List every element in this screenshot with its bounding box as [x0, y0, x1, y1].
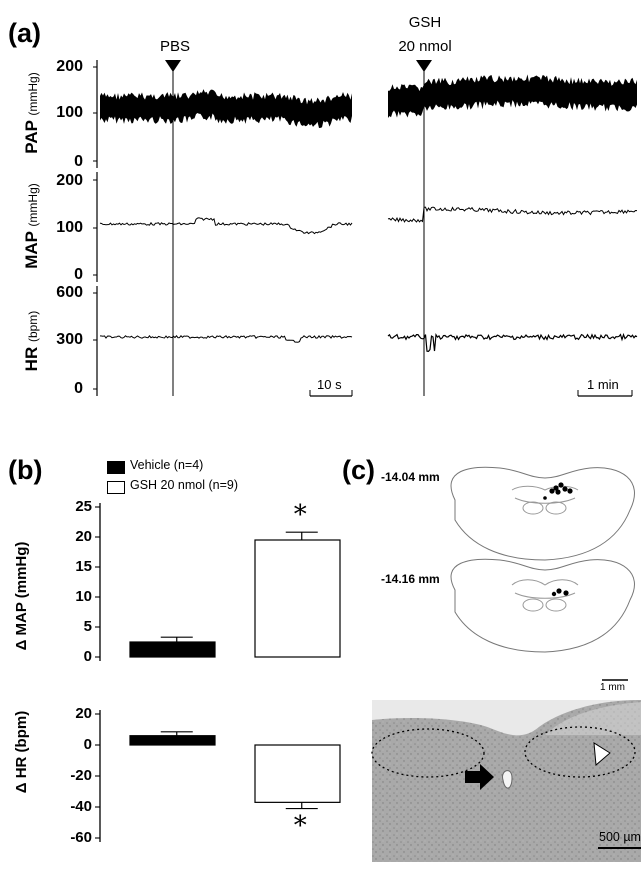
map-tick-100: 100	[56, 219, 83, 236]
hr-trace-pbs	[99, 334, 353, 343]
significance-star: *	[293, 810, 307, 841]
map-trace-pbs	[99, 217, 353, 235]
brain-atlas-section-2	[450, 558, 635, 653]
map-bar-axis-title: Δ MAP (mmHg)	[13, 541, 30, 651]
pbs-marker-icon	[165, 60, 181, 72]
legend-vehicle-swatch	[107, 461, 125, 474]
panel-b-charts	[95, 503, 341, 842]
hr-tick-0: 0	[74, 380, 83, 397]
bar-tick-label: 5	[83, 618, 92, 635]
scalebar-left-label: 10 s	[317, 377, 342, 392]
map-tick-200: 200	[56, 172, 83, 189]
bar-gsh	[254, 539, 341, 658]
hr-tick-600: 600	[56, 284, 83, 301]
scalebar-right-label: 1 min	[587, 377, 619, 392]
panel-label-c: (c)	[342, 455, 375, 485]
pap-trace-gsh	[388, 74, 637, 118]
histology-image	[371, 700, 641, 862]
bar-tick-label: -40	[70, 798, 92, 815]
legend-vehicle-label: Vehicle (n=4)	[130, 458, 204, 472]
section-2-depth: -14.16 mm	[381, 572, 440, 586]
injection-site-dots-2	[551, 588, 569, 597]
pap-trace-pbs	[100, 89, 352, 128]
bar-vehicle	[129, 641, 216, 658]
bar-tick-label: -60	[70, 829, 92, 846]
panel-label-b: (b)	[8, 455, 43, 485]
gsh-marker-icon	[416, 60, 432, 72]
bar-tick-label: 0	[83, 648, 92, 665]
bar-vehicle	[129, 735, 216, 746]
pap-tick-200: 200	[56, 58, 83, 75]
panel-label-a: (a)	[8, 18, 41, 48]
bar-tick-label: 20	[75, 705, 92, 722]
pbs-event-label: PBS	[159, 38, 190, 55]
histology-scalebar-label: 500 µm	[599, 830, 641, 844]
atlas-scalebar-label: 1 mm	[600, 682, 625, 693]
gsh-event-label-2: 20 nmol	[398, 38, 452, 55]
bar-tick-label: 10	[75, 588, 92, 605]
map-trace-gsh	[387, 206, 638, 223]
hr-tick-300: 300	[56, 331, 83, 348]
hr-trace-gsh	[387, 332, 638, 353]
bar-tick-label: 25	[75, 498, 92, 515]
bar-tick-label: 15	[75, 558, 92, 575]
section-1-depth: -14.04 mm	[381, 470, 440, 484]
brain-atlas-section-1	[450, 466, 635, 561]
legend-gsh-swatch	[107, 481, 125, 494]
bar-tick-label: 0	[83, 736, 92, 753]
pap-tick-100: 100	[56, 104, 83, 121]
bar-tick-label: 20	[75, 528, 92, 545]
gsh-event-label-1: GSH	[408, 14, 442, 31]
hr-bar-axis-title: Δ HR (bpm)	[13, 710, 30, 794]
legend-gsh-label: GSH 20 nmol (n=9)	[130, 478, 239, 492]
bar-gsh	[254, 744, 341, 803]
arrowhead-icon	[593, 742, 611, 767]
map-tick-0: 0	[74, 266, 83, 283]
bar-tick-label: -20	[70, 767, 92, 784]
significance-star: *	[293, 500, 307, 531]
arrow-icon	[465, 764, 494, 790]
pap-tick-0: 0	[74, 153, 83, 170]
panel-a-traces	[93, 60, 638, 397]
injection-site-dots-1	[543, 482, 573, 500]
